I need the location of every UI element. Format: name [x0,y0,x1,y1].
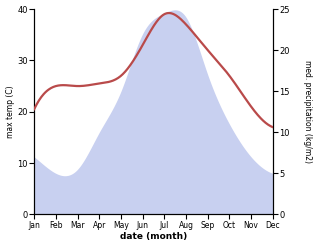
X-axis label: date (month): date (month) [120,232,187,242]
Y-axis label: med. precipitation (kg/m2): med. precipitation (kg/m2) [303,60,313,163]
Y-axis label: max temp (C): max temp (C) [5,85,15,138]
